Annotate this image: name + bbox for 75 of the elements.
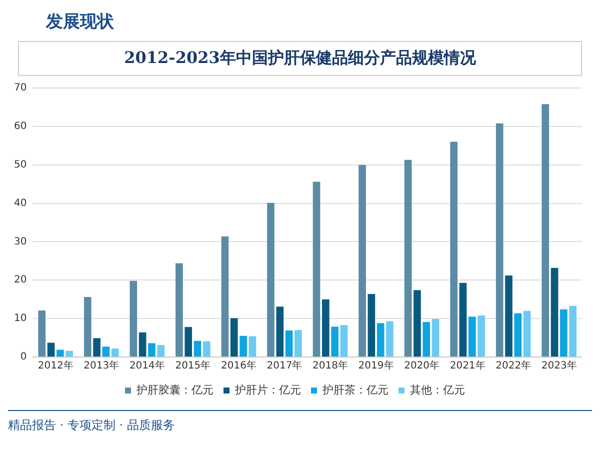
text: 精品报告 · 专项定制 · 品质服务 bbox=[8, 410, 592, 434]
bar bbox=[550, 268, 558, 356]
bar bbox=[240, 336, 247, 356]
x-tick-label: 2016年 bbox=[220, 360, 256, 372]
bar bbox=[422, 322, 430, 356]
bar bbox=[496, 123, 504, 356]
legend-label: 护肝茶：亿元 bbox=[322, 383, 388, 396]
bar bbox=[221, 236, 229, 356]
bar bbox=[322, 299, 330, 356]
bar bbox=[404, 160, 412, 356]
y-tick-label: 30 bbox=[14, 236, 27, 248]
x-tick-label: 2015年 bbox=[175, 360, 211, 372]
x-tick-label: 2013年 bbox=[84, 360, 120, 372]
bar bbox=[157, 345, 165, 356]
bar bbox=[66, 350, 74, 356]
legend-label: 其他：亿元 bbox=[410, 383, 465, 396]
bar bbox=[47, 342, 55, 356]
bar bbox=[93, 338, 100, 356]
x-tick-label: 2023年 bbox=[541, 360, 577, 372]
bar bbox=[542, 104, 550, 356]
bar bbox=[102, 346, 110, 356]
y-tick-label: 70 bbox=[14, 82, 27, 94]
bar bbox=[450, 142, 458, 356]
bar bbox=[386, 321, 394, 356]
bar bbox=[194, 340, 202, 356]
bar bbox=[84, 297, 92, 356]
y-tick-label: 20 bbox=[14, 274, 27, 286]
bar bbox=[111, 348, 119, 356]
bar bbox=[130, 280, 138, 356]
bar bbox=[560, 309, 568, 356]
x-tick-label: 2022年 bbox=[496, 360, 532, 372]
y-tick-label: 40 bbox=[14, 198, 27, 209]
bar bbox=[478, 315, 485, 356]
y-tick-label: 60 bbox=[14, 121, 27, 132]
bar bbox=[432, 318, 440, 356]
x-tick-label: 2012年 bbox=[38, 360, 74, 372]
y-tick-label: 10 bbox=[14, 313, 27, 324]
bar bbox=[267, 202, 274, 356]
bar bbox=[285, 330, 293, 356]
text: 发展现状 bbox=[44, 11, 115, 34]
bar bbox=[368, 294, 376, 356]
bar bbox=[248, 336, 256, 356]
legend-label: 护肝胶囊：亿元 bbox=[136, 383, 214, 396]
bar bbox=[358, 164, 366, 356]
y-tick-label: 50 bbox=[14, 159, 27, 170]
legend-label: 护肝片：亿元 bbox=[234, 383, 301, 396]
bar bbox=[312, 182, 320, 356]
x-tick-label: 2017年 bbox=[266, 360, 302, 372]
bar bbox=[38, 310, 46, 356]
bar bbox=[148, 343, 156, 356]
x-tick-label: 2020年 bbox=[404, 360, 440, 372]
bar bbox=[138, 332, 146, 356]
bar bbox=[523, 310, 531, 356]
x-tick-label: 2019年 bbox=[358, 360, 394, 372]
chart-title: 2012-2023年中国护肝保健品细分产品规模情况 bbox=[18, 41, 582, 76]
bar bbox=[56, 350, 64, 356]
bar bbox=[569, 306, 577, 356]
bar bbox=[514, 313, 522, 356]
bar bbox=[230, 318, 238, 356]
bar bbox=[505, 276, 512, 356]
bar bbox=[184, 327, 192, 356]
x-tick-label: 2018年 bbox=[312, 360, 348, 372]
bar bbox=[376, 323, 384, 356]
bar bbox=[468, 316, 476, 356]
bar bbox=[414, 290, 421, 356]
x-tick-label: 2021年 bbox=[450, 360, 486, 372]
bar bbox=[340, 325, 348, 356]
y-tick-label: 0 bbox=[20, 352, 27, 363]
bar bbox=[276, 306, 284, 356]
x-tick-label: 2014年 bbox=[129, 360, 165, 372]
bar bbox=[294, 330, 302, 356]
bar bbox=[203, 341, 210, 356]
bar bbox=[331, 326, 338, 356]
bar bbox=[459, 282, 467, 356]
bar bbox=[176, 263, 183, 356]
